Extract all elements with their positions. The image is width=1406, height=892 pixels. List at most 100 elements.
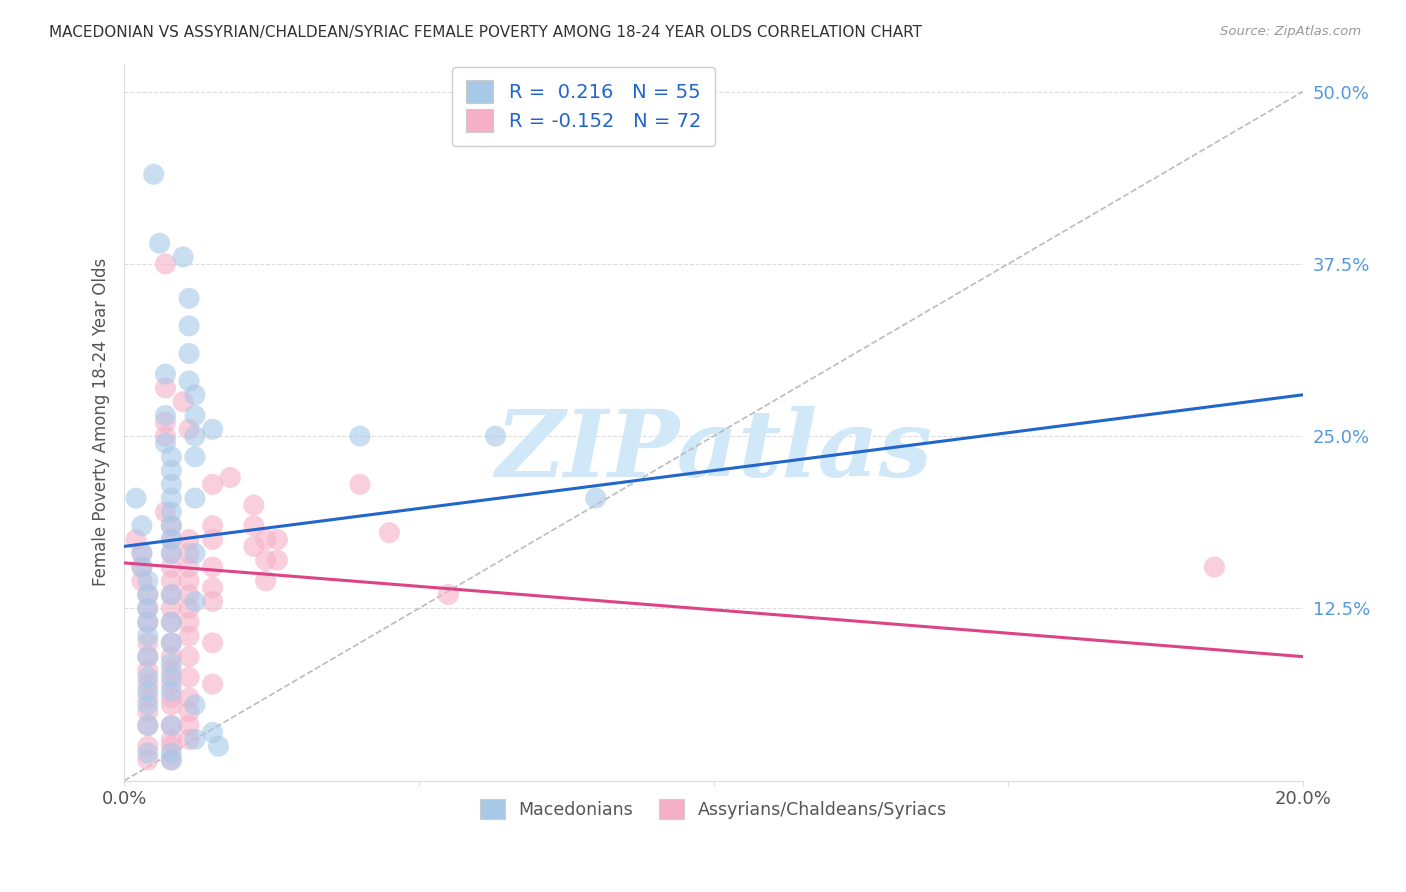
Point [243,518,266,533]
Point [177,649,200,664]
Point [201,594,224,608]
Point [484,429,506,443]
Point [266,533,288,547]
Point [254,533,277,547]
Point [155,257,177,271]
Point [160,670,183,684]
Point [1204,560,1226,574]
Point [136,664,159,678]
Point [201,725,224,739]
Point [177,588,200,602]
Point [131,560,153,574]
Point [136,636,159,650]
Point [184,594,207,608]
Point [243,498,266,512]
Point [219,470,242,484]
Point [136,670,159,684]
Point [136,677,159,691]
Legend: Macedonians, Assyrians/Chaldeans/Syriacs: Macedonians, Assyrians/Chaldeans/Syriacs [474,792,953,826]
Text: MACEDONIAN VS ASSYRIAN/CHALDEAN/SYRIAC FEMALE POVERTY AMONG 18-24 YEAR OLDS CORR: MACEDONIAN VS ASSYRIAN/CHALDEAN/SYRIAC F… [49,25,922,40]
Point [160,664,183,678]
Point [349,477,371,491]
Point [177,318,200,333]
Point [136,615,159,630]
Point [160,588,183,602]
Point [160,518,183,533]
Point [177,615,200,630]
Point [160,753,183,767]
Point [184,429,207,443]
Point [201,560,224,574]
Point [184,409,207,423]
Point [160,649,183,664]
Point [160,636,183,650]
Point [177,422,200,436]
Point [177,546,200,560]
Point [160,684,183,698]
Point [160,753,183,767]
Point [254,574,277,588]
Point [136,690,159,705]
Point [266,553,288,567]
Point [136,705,159,719]
Point [136,649,159,664]
Point [155,505,177,519]
Point [201,581,224,595]
Point [160,732,183,747]
Point [160,574,183,588]
Point [201,518,224,533]
Point [155,429,177,443]
Point [160,615,183,630]
Point [136,739,159,754]
Point [160,491,183,505]
Point [155,436,177,450]
Point [160,505,183,519]
Point [136,753,159,767]
Point [136,718,159,732]
Point [177,533,200,547]
Point [136,588,159,602]
Point [184,698,207,712]
Point [136,588,159,602]
Point [160,546,183,560]
Point [136,601,159,615]
Point [177,629,200,643]
Point [125,491,148,505]
Point [136,601,159,615]
Point [131,546,153,560]
Point [160,533,183,547]
Point [184,732,207,747]
Point [160,546,183,560]
Point [201,533,224,547]
Point [160,746,183,760]
Point [136,629,159,643]
Point [177,732,200,747]
Point [172,394,194,409]
Point [136,684,159,698]
Point [184,491,207,505]
Point [243,540,266,554]
Point [160,601,183,615]
Point [177,690,200,705]
Point [177,560,200,574]
Point [172,250,194,264]
Point [378,525,401,540]
Point [160,690,183,705]
Point [184,450,207,464]
Point [177,291,200,305]
Point [177,705,200,719]
Point [201,636,224,650]
Point [437,588,460,602]
Point [131,574,153,588]
Point [125,533,148,547]
Point [148,236,170,251]
Point [136,649,159,664]
Point [349,429,371,443]
Point [207,739,229,754]
Point [177,574,200,588]
Point [136,698,159,712]
Text: ZIPatlas: ZIPatlas [495,406,932,496]
Point [131,518,153,533]
Text: Source: ZipAtlas.com: Source: ZipAtlas.com [1220,25,1361,38]
Point [136,718,159,732]
